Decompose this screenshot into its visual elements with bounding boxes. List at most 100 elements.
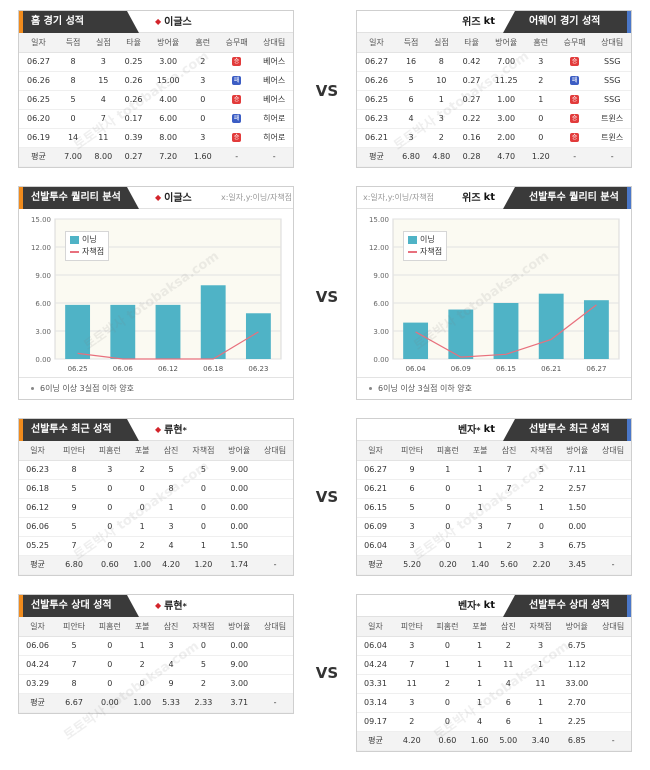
opponent-cell: 트윈스 — [593, 109, 631, 129]
column-header: 피홈런 — [91, 441, 128, 461]
strikeouts-cell: 4 — [493, 674, 523, 694]
date-cell: 03.29 — [19, 674, 57, 694]
date-cell: 09.17 — [357, 712, 394, 732]
column-header: 상대팀 — [257, 617, 293, 637]
x-tick-label: 06.18 — [203, 365, 223, 373]
hits-cell: 7 — [56, 655, 92, 675]
average-row: 평균 7.00 8.00 0.27 7.20 1.60- - — [19, 147, 293, 167]
runs-cell: 4 — [395, 109, 427, 129]
away-axis-note: x:일자,y:이닝/자책점 — [363, 193, 435, 202]
column-header: 포볼 — [127, 441, 157, 461]
homerun-cell: 0 — [91, 655, 128, 675]
date-cell: 05.25 — [19, 536, 57, 556]
homerun-cell: 0 — [429, 517, 466, 537]
homerun-cell: 0 — [91, 517, 128, 537]
earned-runs-cell: 3.40 — [522, 731, 559, 751]
earned-runs-cell: 1 — [522, 655, 559, 675]
star-icon: * — [476, 426, 481, 435]
win-badge-icon: 승 — [570, 57, 580, 66]
opponent-cell: 베어스 — [255, 90, 293, 110]
opponent-cell — [257, 674, 293, 694]
average-row: 평균 6.80 0.60 1.00 4.20 1.20 1.74- — [19, 555, 293, 575]
result-cell: 패 — [217, 109, 256, 129]
strikeouts-cell: 4.20 — [156, 555, 186, 575]
runs-cell: 14 — [57, 128, 89, 148]
column-header: 피안타 — [56, 441, 92, 461]
date-cell: 06.27 — [357, 52, 396, 72]
win-badge-icon: 승 — [570, 95, 580, 104]
homerun-cell: 3 — [187, 71, 218, 91]
column-header: 상대팀 — [255, 33, 293, 53]
away-quality-team: 위즈 kt — [462, 187, 495, 209]
homerun-cell: 0 — [187, 109, 218, 129]
table-row: 03.29 8 0 0 9 2 3.00 — [19, 674, 293, 694]
table-row: 06.09 3 0 3 7 0 0.00 — [357, 517, 631, 537]
era-cell: 0.00 — [559, 517, 596, 537]
strikeouts-cell: 11 — [493, 655, 523, 675]
away-games-panel: 위즈 kt 어웨이 경기 성적 일자 득점 실점 타율 방어율 홈런 승무패 상대팀 06.27… — [356, 10, 632, 168]
legend-er-swatch — [70, 250, 79, 253]
earned-runs-cell: 1 — [523, 498, 560, 518]
average-row: 평균 6.67 0.00 1.00 5.33 2.33 3.71- — [19, 693, 293, 713]
hits-cell: 9 — [56, 498, 92, 518]
table-row: 06.04 3 0 1 2 3 6.75 — [357, 636, 631, 656]
line-earned-runs — [415, 304, 597, 358]
date-cell: 06.12 — [19, 498, 57, 518]
away-games-title: 어웨이 경기 성적 — [503, 11, 631, 33]
column-header: 실점 — [88, 33, 119, 53]
legend-er-swatch — [408, 250, 417, 253]
average-row: 평균 6.80 4.80 0.28 4.70 1.20- - — [357, 147, 631, 167]
hits-cell: 3 — [394, 517, 430, 537]
earned-runs-cell: 0 — [523, 517, 560, 537]
strikeouts-cell: 4 — [156, 655, 186, 675]
bar-innings — [538, 293, 564, 359]
column-header: 상대팀 — [595, 441, 631, 461]
result-cell: 승 — [555, 109, 594, 129]
era-cell: 6.85 — [558, 731, 596, 751]
hits-cell: 5 — [56, 517, 92, 537]
column-header: 자책점 — [522, 617, 559, 637]
earned-runs-cell: 2 — [185, 674, 222, 694]
opponent-cell — [257, 536, 293, 556]
away-games-header: 위즈 kt 어웨이 경기 성적 — [357, 11, 631, 33]
homerun-cell: 0 — [525, 128, 556, 148]
column-header: 자책점 — [523, 441, 560, 461]
strikeouts-cell: 5.33 — [156, 693, 186, 713]
strikeouts-cell: 7 — [494, 460, 524, 480]
hits-cell: 7 — [56, 536, 92, 556]
runs-allowed-cell: 11 — [88, 128, 119, 148]
away-recent-table: 일자 피안타 피홈런 포볼 삼진 자책점 방어율 상대팀 06.27 9 1 1 7 5 7.11 06.2… — [357, 441, 631, 575]
home-axis-note: x:일자,y:이닝/자책점 — [221, 193, 293, 202]
walks-cell: 1 — [127, 517, 157, 537]
era-cell: 2.70 — [558, 693, 596, 713]
walks-cell: 2 — [127, 460, 157, 480]
table-row: 06.27 9 1 1 7 5 7.11 — [357, 460, 631, 480]
table-header-row: 일자 피안타 피홈런 포볼 삼진 자책점 방어율 상대팀 — [19, 441, 293, 461]
table-row: 06.25 6 1 0.27 1.00 1 승 SSG — [357, 90, 631, 110]
opponent-cell — [257, 517, 293, 537]
runs-cell: 8 — [57, 52, 89, 72]
opponent-cell — [595, 712, 631, 732]
runs-allowed-cell: 15 — [88, 71, 119, 91]
walks-cell: 1 — [465, 674, 494, 694]
earned-runs-cell: 1 — [185, 536, 222, 556]
earned-runs-cell: 3 — [522, 636, 559, 656]
homerun-cell: 0 — [187, 90, 218, 110]
column-header: 승무패 — [217, 33, 256, 53]
runs-allowed-cell: 3 — [426, 109, 457, 129]
home-opp-header: 선발투수 상대 성적 ◆ 류현* — [19, 595, 293, 617]
vs-label: VS — [315, 288, 339, 306]
strikeouts-cell: 7 — [494, 517, 524, 537]
era-cell: 6.00 — [148, 109, 188, 129]
strikeouts-cell: 6 — [493, 693, 523, 713]
homerun-cell: 0.20 — [429, 555, 466, 575]
runs-allowed-cell: 4.80 — [426, 147, 457, 167]
runs-allowed-cell: 10 — [426, 71, 457, 91]
era-cell: 0.00 — [221, 479, 258, 499]
away-team-name: 위즈 kt — [462, 11, 495, 33]
vs-label: VS — [315, 488, 339, 506]
table-row: 06.26 8 15 0.26 15.00 3 패 베어스 — [19, 71, 293, 91]
opponent-cell — [595, 693, 631, 713]
x-tick-label: 06.25 — [68, 365, 88, 373]
strikeouts-cell: 8 — [156, 479, 186, 499]
